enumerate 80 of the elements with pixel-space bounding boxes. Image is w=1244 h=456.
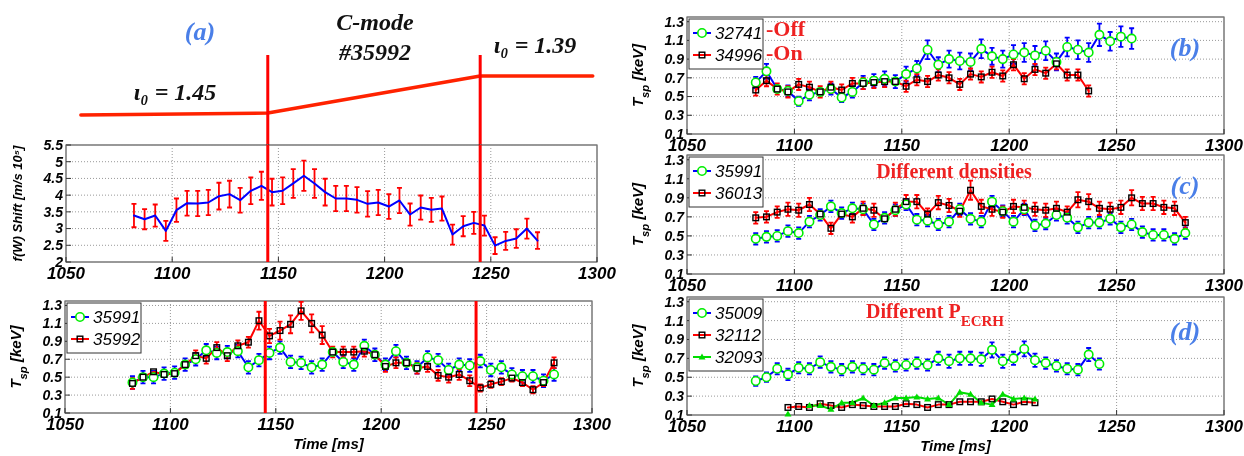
y-tick-label: 0.3 [664,388,685,405]
y-tick-label: 1.1 [664,170,685,187]
x-tick-label: 1250 [1097,276,1137,295]
legend-label: 35992 [93,329,141,349]
annotation: Different densities [876,160,1033,182]
x-tick-label: 1250 [1097,136,1137,155]
legend-label: 35991 [715,161,763,181]
x-tick-label: 1250 [471,264,511,283]
y-axis-title: f(W) Shift [m/s 10⁵] [10,144,25,262]
x-axis-title: Time [ms] [920,437,992,454]
y-tick-label: 5.5 [43,136,64,153]
y-tick-label: 0.7 [664,208,686,225]
annotation: -Off [766,16,806,41]
x-tick-label: 1200 [365,264,405,283]
y-tick-label: 0.3 [42,386,63,403]
annotation: ι₀ = 1.45 [133,79,217,105]
y-tick-label: 4 [54,187,64,204]
text: #35992 [338,39,411,65]
legend-label: 36013 [715,183,763,203]
y-tick-label: 1.1 [42,315,63,332]
x-tick-label: 1100 [776,417,814,436]
x-tick-label: 1150 [260,264,298,283]
x-tick-label: 1200 [990,276,1029,295]
x-tick-label: 1100 [776,276,814,295]
x-tick-label: 1100 [152,415,190,434]
y-tick-label: 0.5 [664,227,685,244]
x-tick-label: 1300 [573,415,612,434]
y-tick-label: 0.9 [664,51,685,68]
legend-label: 34996 [715,45,763,65]
y-tick-label: 3 [55,220,64,237]
y-tick-label: 5 [55,153,64,170]
y-tick-label: 0.7 [42,351,64,368]
text: (a) [184,17,216,46]
x-tick-label: 1200 [990,136,1029,155]
x-tick-label: 1100 [776,136,814,155]
annotation: (d) [1169,317,1201,346]
y-tick-label: 0.3 [664,246,685,263]
y-tick-label: 0.7 [664,350,686,367]
x-tick-label: 1300 [1205,417,1244,436]
annotation: (c) [1170,171,1200,200]
legend-label: 35009 [715,303,763,323]
x-tick-label: 1150 [883,417,921,436]
x-tick-label: 1100 [153,264,192,283]
y-tick-label: 0.9 [664,331,685,348]
annotation: Different P$_{ECRH}$ [866,300,1005,329]
x-tick-label: 1200 [990,417,1029,436]
y-tick-label: 0.9 [42,333,63,350]
y-tick-label: 1.3 [664,293,685,310]
legend-label: 32093 [715,347,763,367]
y-tick-label: 4.5 [42,170,64,187]
y-tick-label: 0.5 [42,369,63,386]
legend-label: 35991 [93,307,141,327]
x-tick-label: 1250 [1097,417,1137,436]
y-tick-label: 1.3 [664,151,685,168]
y-tick-label: 0.5 [664,369,685,386]
y-tick-label: 3.5 [43,203,64,220]
x-tick-label: 1200 [362,415,401,434]
legend-label: 32112 [715,325,762,345]
text: C-mode [336,9,414,35]
text: ι₀ = 1.39 [493,32,577,58]
y-tick-label: 0.5 [664,88,685,105]
x-axis-title: Time [ms] [293,435,365,452]
y-tick-label: 0.3 [664,107,685,124]
annotation: -On [766,40,803,65]
x-tick-label: 1300 [1205,276,1244,295]
legend-label: 32741 [715,23,763,43]
x-tick-label: 1150 [883,276,921,295]
x-tick-label: 1150 [257,415,295,434]
annotation: (b) [1169,33,1201,62]
y-tick-label: 0.9 [664,189,685,206]
y-tick-label: 1.1 [664,32,685,49]
x-tick-label: 1250 [467,415,507,434]
y-tick-label: 1.3 [664,13,685,30]
x-tick-label: 1300 [578,264,617,283]
y-tick-label: 0.7 [664,69,686,86]
y-tick-label: 2.5 [42,237,64,254]
y-tick-label: 1.1 [664,312,685,329]
x-tick-label: 1300 [1205,136,1244,155]
y-tick-label: 1.3 [42,297,63,314]
x-tick-label: 1150 [883,136,921,155]
